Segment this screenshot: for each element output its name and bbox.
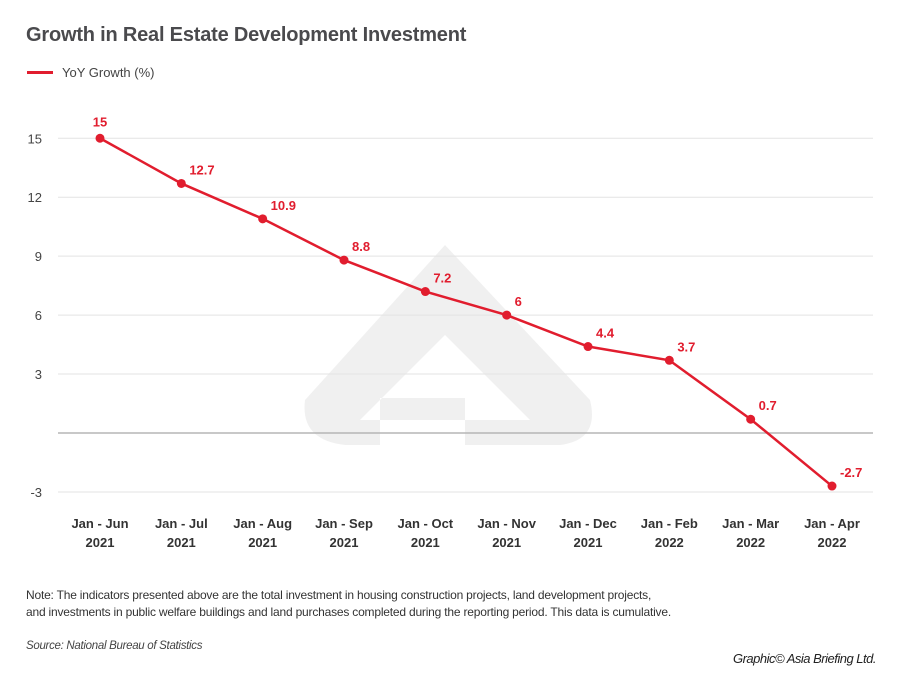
data-point	[502, 310, 512, 320]
data-point	[176, 178, 186, 188]
data-point	[420, 287, 430, 297]
legend-label: YoY Growth (%)	[62, 65, 155, 80]
data-point	[746, 414, 756, 424]
x-tick-label: 2021	[167, 535, 196, 550]
data-label: 7.2	[433, 271, 451, 286]
legend: YoY Growth (%)	[27, 65, 155, 80]
x-tick-label: Jan - Jun	[71, 516, 128, 531]
x-tick-label: 2021	[574, 535, 603, 550]
x-tick-label: 2021	[411, 535, 440, 550]
footnote-line: and investments in public welfare buildi…	[26, 605, 671, 619]
x-tick-label: 2022	[818, 535, 847, 550]
source-text: Source: National Bureau of Statistics	[26, 640, 203, 652]
credit-text: Graphic© Asia Briefing Ltd.	[732, 651, 877, 666]
series-line	[99, 137, 833, 488]
data-point	[583, 342, 593, 352]
data-point	[258, 214, 268, 224]
data-label: -2.7	[840, 465, 862, 480]
watermark-logo	[304, 245, 592, 445]
y-tick-label: 12	[28, 190, 42, 205]
y-tick-label: 3	[35, 367, 42, 382]
x-tick-label: 2022	[655, 535, 684, 550]
data-label: 8.8	[352, 239, 370, 254]
y-tick-label: -3	[30, 485, 42, 500]
x-tick-label: 2021	[86, 535, 115, 550]
data-label: 10.9	[271, 198, 296, 213]
data-label: 15	[93, 114, 107, 129]
y-tick-label: 6	[35, 308, 42, 323]
data-point	[95, 133, 105, 143]
x-tick-label: Jan - Mar	[722, 516, 779, 531]
x-tick-label: Jan - Dec	[559, 516, 617, 531]
data-label: 3.7	[677, 339, 695, 354]
x-tick-label: Jan - Aug	[233, 516, 292, 531]
x-tick-label: Jan - Feb	[641, 516, 698, 531]
x-tick-label: 2021	[330, 535, 359, 550]
data-label: 6	[515, 294, 522, 309]
x-tick-label: 2021	[492, 535, 521, 550]
footnote-line: Note: The indicators presented above are…	[26, 588, 652, 602]
line-chart: 15 12 9 6 3 -3 Jan - Jun 2021 Jan - Jul 2021 Jan …	[28, 114, 873, 550]
x-tick-label: Jan - Oct	[398, 516, 454, 531]
x-tick-label: Jan - Sep	[315, 516, 373, 531]
y-tick-label: 9	[35, 249, 42, 264]
data-point	[664, 355, 674, 365]
data-label: 0.7	[759, 398, 777, 413]
x-tick-label: Jan - Nov	[477, 516, 536, 531]
chart-title: Growth in Real Estate Development Invest…	[26, 24, 467, 46]
x-tick-label: Jan - Jul	[155, 516, 208, 531]
data-label: 4.4	[596, 326, 615, 341]
data-point	[339, 255, 349, 265]
x-tick-label: Jan - Apr	[804, 516, 860, 531]
y-tick-label: 15	[28, 131, 42, 146]
x-tick-label: 2022	[736, 535, 765, 550]
footnote: Note: The indicators presented above are…	[26, 587, 671, 621]
data-label: 12.7	[189, 162, 214, 177]
legend-swatch	[27, 71, 53, 74]
x-tick-label: 2021	[248, 535, 277, 550]
data-point	[827, 481, 837, 491]
